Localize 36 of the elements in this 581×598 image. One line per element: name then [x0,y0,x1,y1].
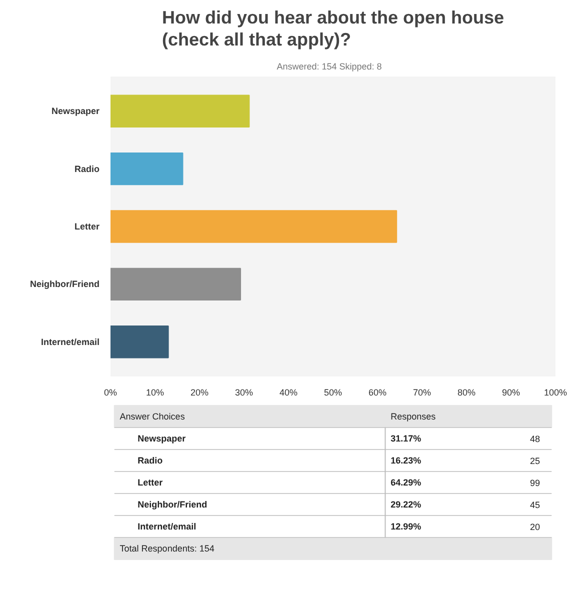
category-label: Radio [138,456,163,466]
y-tick-label: Internet/email [40,336,100,347]
text: 25 [530,456,540,466]
text: Answer Choices [120,412,186,422]
x-tick-label: 0% [104,388,118,398]
x-tick-label: 90% [502,388,520,398]
category-label: Newspaper [138,434,186,444]
text: 64.29% [390,478,422,488]
text: 20 [530,522,540,532]
x-tick-label: 80% [457,388,476,398]
text: Responses [390,412,436,422]
text: 16.23% [390,456,422,466]
text: 12.99% [390,522,422,532]
text: 99 [530,478,540,488]
text: 48 [530,434,540,444]
y-tick-label: Letter [74,222,100,232]
x-tick-label: 50% [324,388,342,398]
category-label: Letter [138,478,163,488]
x-tick-label: 30% [234,388,254,398]
x-tick-label: 70% [412,388,432,398]
x-tick-label: 60% [368,388,387,398]
y-tick-label: Radio [74,164,100,174]
chart-title: How did you hear about the open house (check all that apply)? [162,8,504,50]
text: 45 [530,500,540,510]
y-tick-label: Newspaper [51,106,100,116]
text: 31.17% [390,434,422,444]
category-label: Internet/email [138,522,196,532]
x-tick-label: 10% [146,388,164,398]
category-label: Neighbor/Friend [138,500,208,510]
x-tick-label: 40% [279,388,298,398]
text: Total Respondents: 154 [120,544,214,554]
x-tick-label: 20% [190,388,209,398]
text: 29.22% [390,500,422,510]
y-tick-label: Neighbor/Friend [30,279,100,290]
chart-subtitle: Answered: 154 Skipped: 8 [276,62,382,72]
x-tick-label: 100% [544,388,568,398]
